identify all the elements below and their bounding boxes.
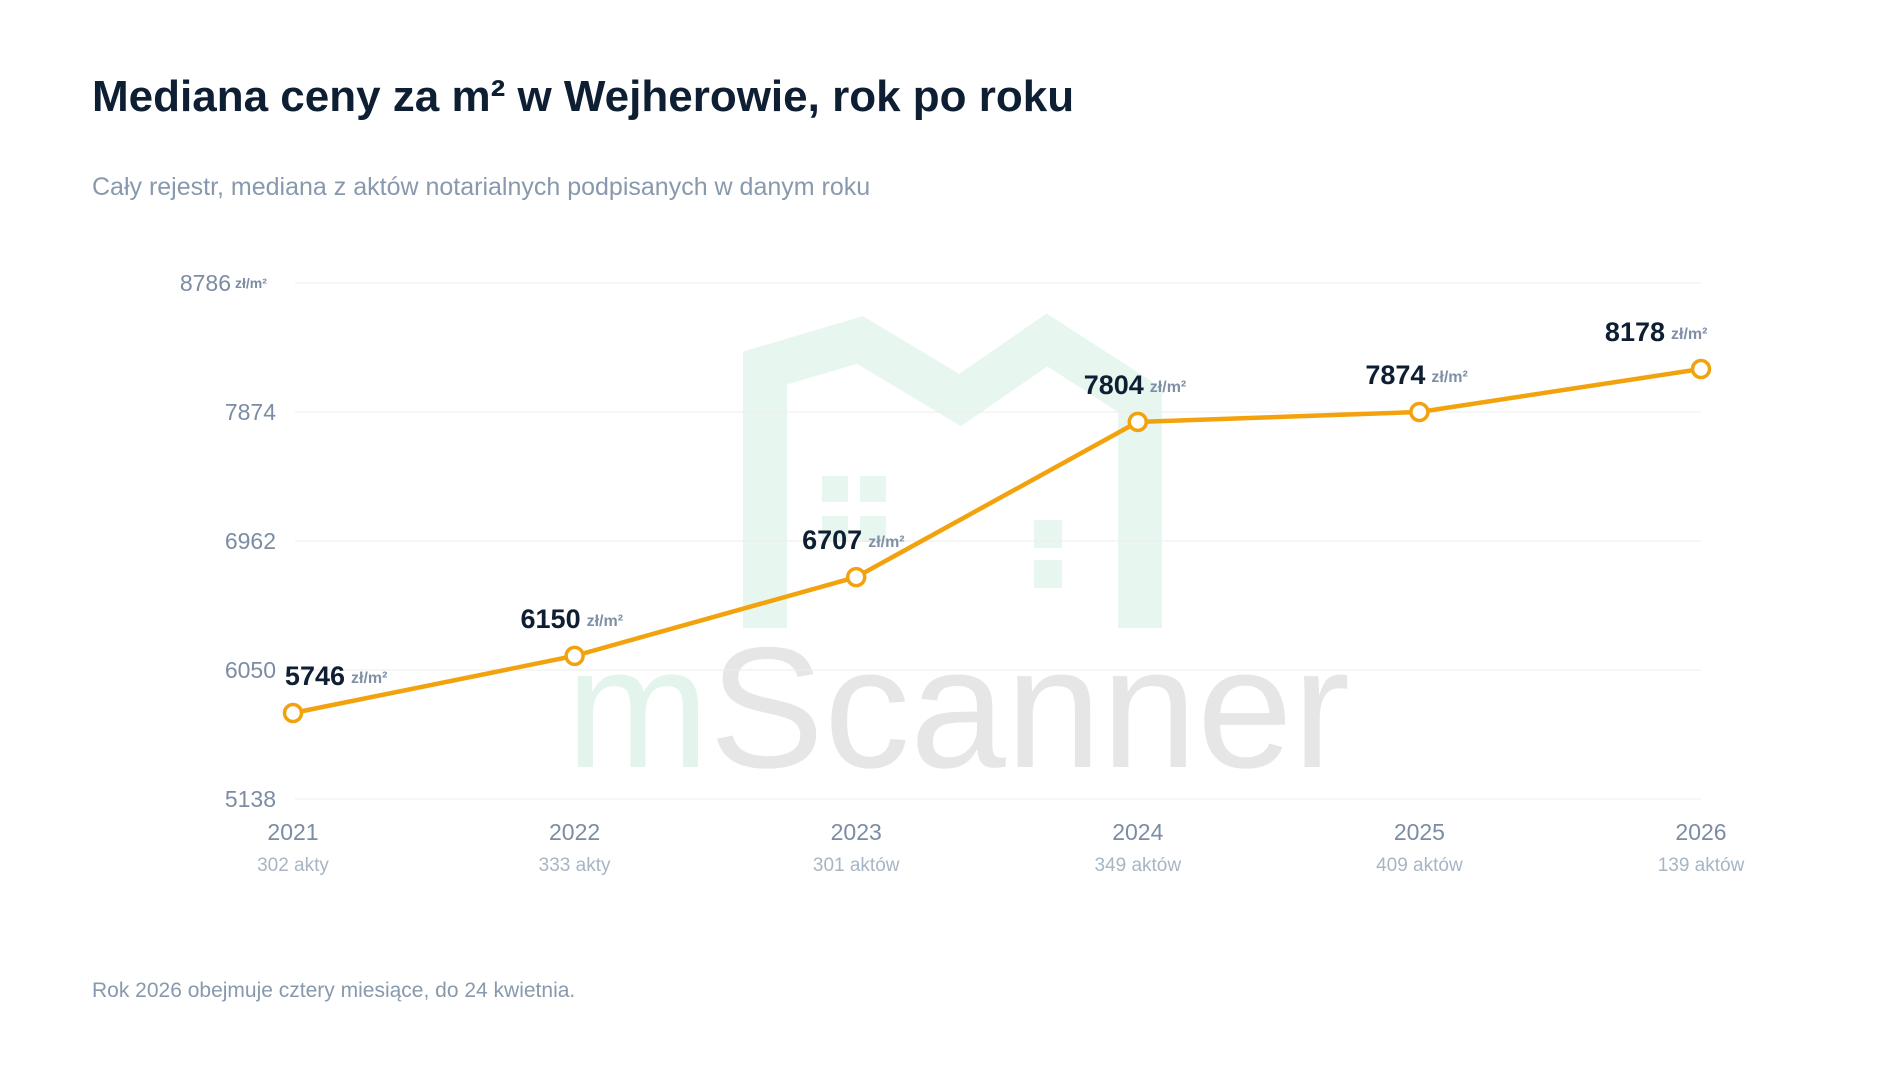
x-tick-note: 409 aktów	[1376, 855, 1463, 876]
point	[564, 645, 585, 667]
watermark-logo	[743, 313, 1162, 628]
x-tick-note: 302 akty	[257, 855, 329, 876]
watermark-text: mScanner	[566, 612, 1350, 804]
y-tick-label: 5138	[225, 786, 276, 812]
line	[292, 366, 1702, 716]
watermark-name: Scanner	[709, 612, 1350, 804]
data-label: 6707	[802, 525, 862, 555]
y-tick-unit: zł/m²	[235, 275, 267, 291]
x-tick-label: 2026	[1675, 819, 1726, 845]
footnote: Rok 2026 obejmuje cztery miesiące, do 24…	[92, 979, 575, 1002]
y-tick-label: 6962	[225, 528, 276, 554]
x-tick-note: 139 aktów	[1658, 855, 1745, 876]
data-label-unit: zł/m²	[1431, 369, 1467, 386]
point	[1127, 411, 1149, 433]
x-tick-label: 2023	[831, 819, 882, 845]
data-label-unit: zł/m²	[351, 670, 387, 687]
data-label-unit: zł/m²	[587, 613, 623, 630]
point	[282, 702, 304, 724]
data-label: 8178	[1605, 317, 1665, 347]
watermark-house	[743, 313, 1162, 628]
chart-subtitle: Cały rejestr, mediana z aktów notarialny…	[92, 173, 870, 201]
x-tick-label: 2022	[549, 819, 600, 845]
point	[845, 566, 867, 588]
y-tick-label: 6050	[225, 657, 276, 683]
x-tick-label: 2021	[267, 819, 318, 845]
point	[1690, 358, 1712, 380]
data-label-unit: zł/m²	[1671, 326, 1707, 343]
point	[1409, 401, 1430, 423]
y-tick-label: 8786	[180, 270, 231, 296]
data-label-unit: zł/m²	[868, 534, 904, 551]
x-tick-label: 2024	[1112, 819, 1163, 845]
x-tick-note: 301 aktów	[813, 855, 900, 876]
x-tick-note: 333 akty	[539, 855, 611, 876]
watermark-windows	[822, 476, 1062, 588]
y-tick-label: 7874	[225, 399, 276, 425]
data-label: 5746	[285, 661, 345, 691]
x-tick-note: 349 aktów	[1094, 855, 1181, 876]
x-tick-label: 2025	[1394, 819, 1445, 845]
data-label-unit: zł/m²	[1150, 379, 1186, 396]
data-label: 6150	[521, 604, 581, 634]
chart-title: Mediana ceny za m² w Wejherowie, rok po …	[92, 72, 1074, 121]
data-label: 7804	[1084, 370, 1144, 400]
data-label: 7874	[1365, 360, 1425, 390]
watermark-prefix: m	[566, 612, 709, 804]
